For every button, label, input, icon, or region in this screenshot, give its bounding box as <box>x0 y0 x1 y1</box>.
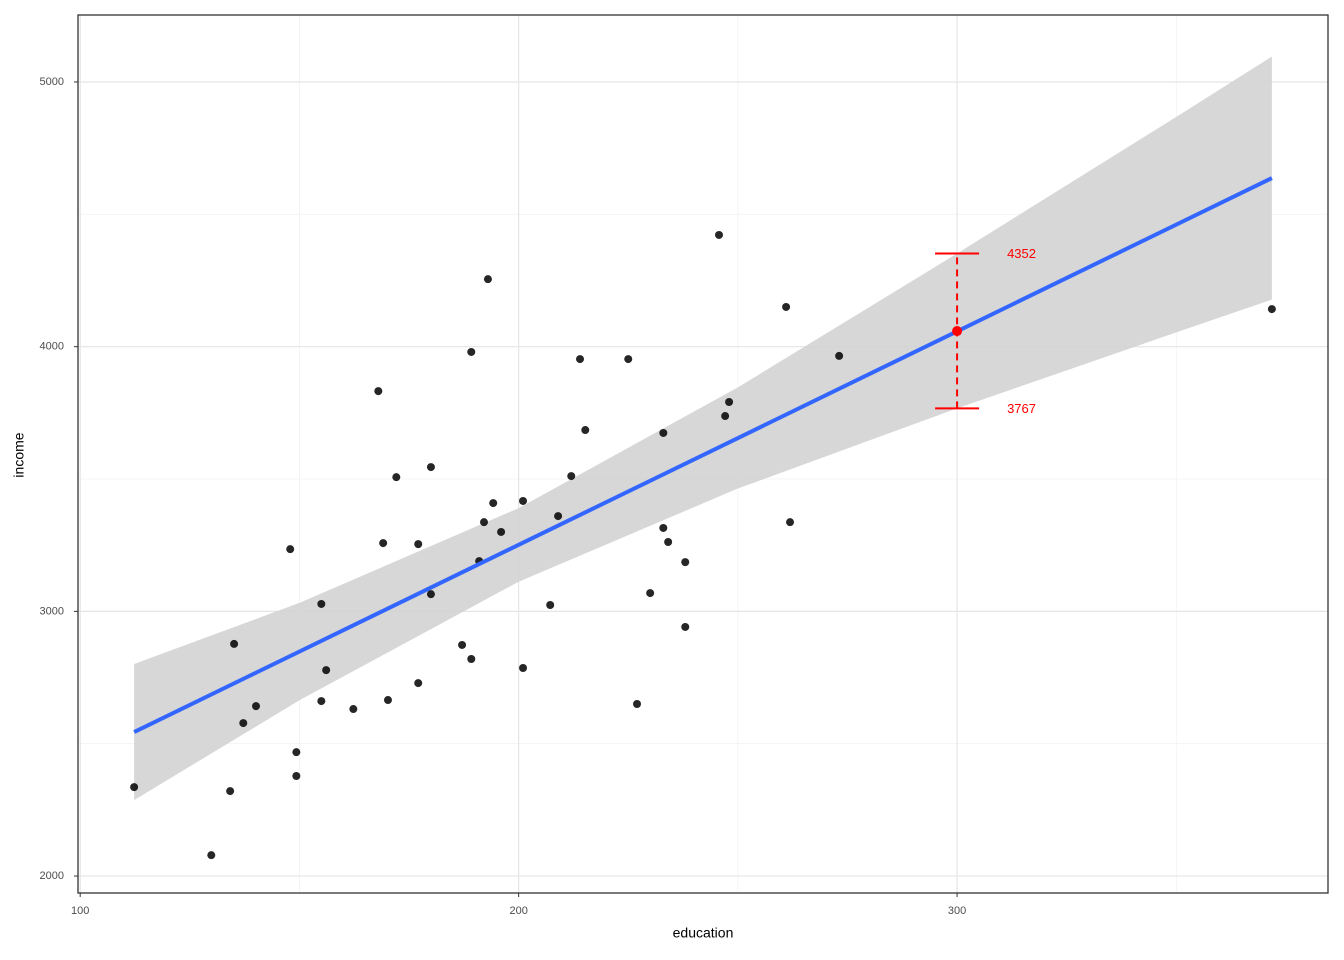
point <box>725 397 734 406</box>
point <box>292 772 301 781</box>
point <box>519 496 528 505</box>
point <box>497 527 506 536</box>
lower-label: 3767 <box>1007 401 1036 416</box>
point <box>715 230 724 239</box>
point <box>383 696 392 705</box>
point <box>467 655 476 664</box>
point <box>349 705 358 714</box>
point <box>721 412 730 421</box>
panel-border <box>77 14 1329 894</box>
point <box>230 639 239 648</box>
point <box>286 545 295 554</box>
point <box>374 387 383 396</box>
point <box>664 538 673 547</box>
y-tick-label: 4000 <box>40 341 64 353</box>
point <box>489 499 498 508</box>
point <box>317 697 326 706</box>
point <box>414 540 423 549</box>
point <box>567 472 576 481</box>
x-tick-label: 100 <box>71 905 89 917</box>
point <box>458 640 467 649</box>
upper-label: 4352 <box>1007 246 1036 261</box>
x-axis-title: education <box>673 925 734 941</box>
point <box>681 558 690 567</box>
point <box>633 700 642 709</box>
point <box>835 351 844 360</box>
point <box>1267 305 1276 314</box>
point <box>292 748 301 757</box>
point <box>479 518 488 527</box>
point <box>239 719 248 728</box>
point <box>414 679 423 688</box>
point <box>483 275 492 284</box>
point <box>576 355 585 364</box>
point <box>581 426 590 435</box>
point <box>659 523 668 532</box>
point <box>659 428 668 437</box>
point <box>782 302 791 311</box>
fit-line <box>133 176 1273 734</box>
point <box>546 601 555 610</box>
point <box>467 347 476 356</box>
prediction-point <box>952 326 963 337</box>
point <box>681 622 690 631</box>
point <box>226 787 235 796</box>
point <box>130 783 139 792</box>
point <box>786 518 795 527</box>
point <box>392 473 401 482</box>
confidence-ribbon <box>134 56 1272 801</box>
y-tick-label: 2000 <box>40 870 64 882</box>
point <box>426 463 435 472</box>
point <box>317 599 326 608</box>
point <box>624 355 633 364</box>
y-tick-label: 5000 <box>40 76 64 88</box>
point <box>252 702 261 711</box>
point <box>646 589 655 598</box>
point <box>554 512 563 521</box>
point <box>207 851 216 860</box>
point <box>426 590 435 599</box>
x-tick-label: 200 <box>509 905 527 917</box>
point <box>322 666 331 675</box>
x-tick-label: 300 <box>948 905 966 917</box>
point <box>379 539 388 548</box>
point <box>519 664 528 673</box>
y-tick-label: 3000 <box>40 605 64 617</box>
y-axis-title: income <box>11 432 27 477</box>
